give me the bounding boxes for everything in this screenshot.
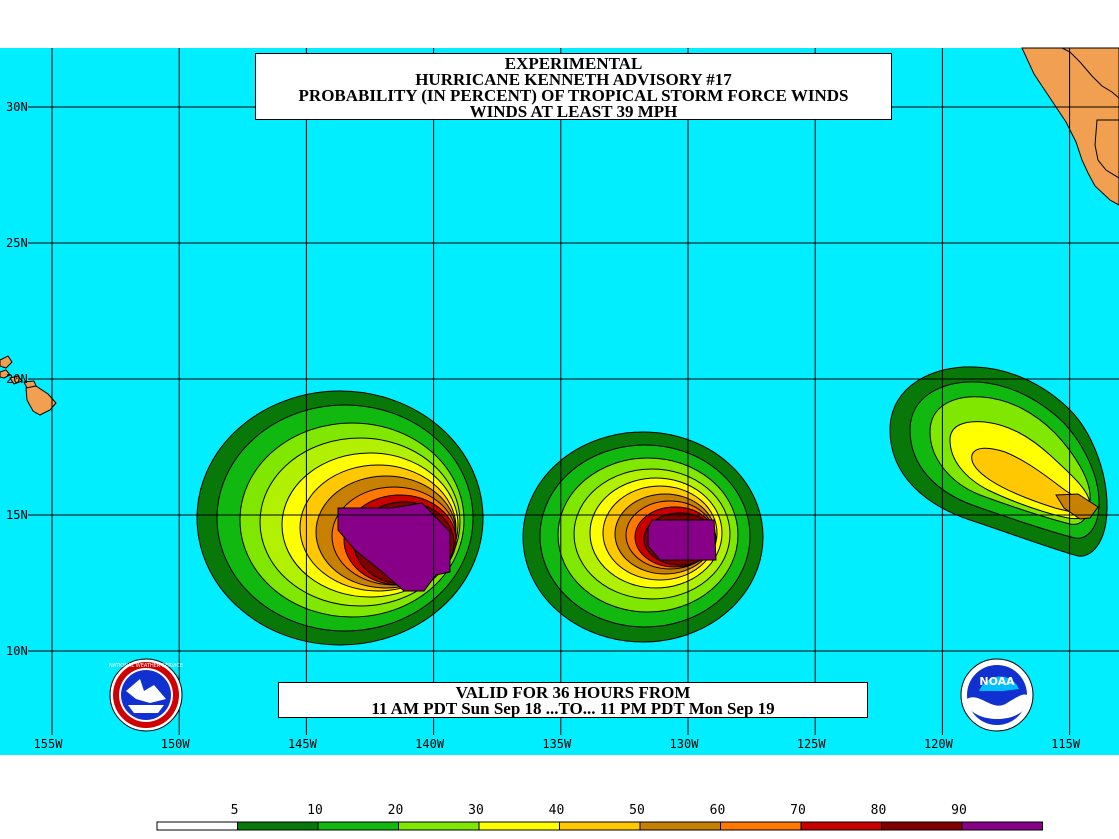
legend-swatch	[961, 821, 1043, 831]
legend-label: 70	[790, 803, 806, 818]
valid-line-2: 11 AM PDT Sun Sep 18 ...TO... 11 PM PDT …	[371, 699, 775, 718]
noaa-logo: NOAA	[960, 658, 1034, 732]
contour-60	[1055, 493, 1099, 520]
legend-swatch	[317, 821, 399, 831]
legend-swatch	[800, 821, 882, 831]
legend-swatch	[156, 821, 238, 831]
legend-label: 5	[231, 803, 239, 818]
legend-swatch	[559, 821, 641, 831]
legend-swatch	[237, 821, 319, 831]
legend-label: 80	[871, 803, 887, 818]
title-line-2: HURRICANE KENNETH ADVISORY #17	[415, 70, 732, 89]
title-line-4: WINDS AT LEAST 39 MPH	[469, 102, 678, 121]
lat-label: 10N	[6, 644, 28, 658]
legend-swatch	[720, 821, 802, 831]
legend-label: 10	[307, 803, 323, 818]
lon-label: 145W	[288, 737, 318, 751]
legend-label: 50	[629, 803, 645, 818]
valid-period-box: VALID FOR 36 HOURS FROM 11 AM PDT Sun Se…	[278, 682, 868, 718]
title-line-1: EXPERIMENTAL	[504, 54, 643, 73]
lat-label: 20N	[6, 372, 28, 386]
legend-label: 90	[951, 803, 967, 818]
lon-label: 115W	[1051, 737, 1081, 751]
lon-label: 125W	[797, 737, 827, 751]
hawaii-land	[0, 355, 57, 416]
probability-legend: 5 10 20 30 40 50 60 70 80 90	[156, 803, 1043, 831]
lat-label: 15N	[6, 508, 28, 522]
mexico-land	[1021, 47, 1119, 206]
noaa-logo-text: NOAA	[979, 675, 1015, 688]
lat-label: 30N	[6, 100, 28, 114]
valid-line-1: VALID FOR 36 HOURS FROM	[455, 683, 691, 702]
title-line-3: PROBABILITY (IN PERCENT) OF TROPICAL STO…	[298, 86, 849, 105]
legend-swatch	[639, 821, 721, 831]
storm-swath-1	[196, 390, 484, 646]
lon-label: 135W	[542, 737, 572, 751]
contour-max	[337, 502, 451, 592]
contour-max	[647, 519, 717, 561]
nws-logo: NATIONAL WEATHER SERVICE	[109, 658, 183, 732]
lon-label: 155W	[34, 737, 64, 751]
storm-swath-3	[889, 366, 1108, 557]
storm-swath-2	[522, 431, 764, 643]
legend-swatch	[398, 821, 480, 831]
nws-logo-text: NATIONAL WEATHER SERVICE	[109, 663, 183, 669]
lat-label: 25N	[6, 236, 28, 250]
legend-label: 20	[388, 803, 404, 818]
lon-label: 120W	[924, 737, 954, 751]
title-box: EXPERIMENTAL HURRICANE KENNETH ADVISORY …	[255, 53, 892, 120]
lon-label: 150W	[161, 737, 191, 751]
lon-label: 130W	[670, 737, 700, 751]
latitude-labels: 30N 25N 20N 15N 10N	[6, 100, 28, 658]
lon-label: 140W	[415, 737, 445, 751]
legend-label: 30	[468, 803, 484, 818]
legend-swatch	[478, 821, 560, 831]
legend-label: 40	[549, 803, 565, 818]
legend-swatch	[881, 821, 963, 831]
legend-label: 60	[710, 803, 726, 818]
longitude-labels: 155W 150W 145W 140W 135W 130W 125W 120W 115W	[34, 737, 1081, 751]
